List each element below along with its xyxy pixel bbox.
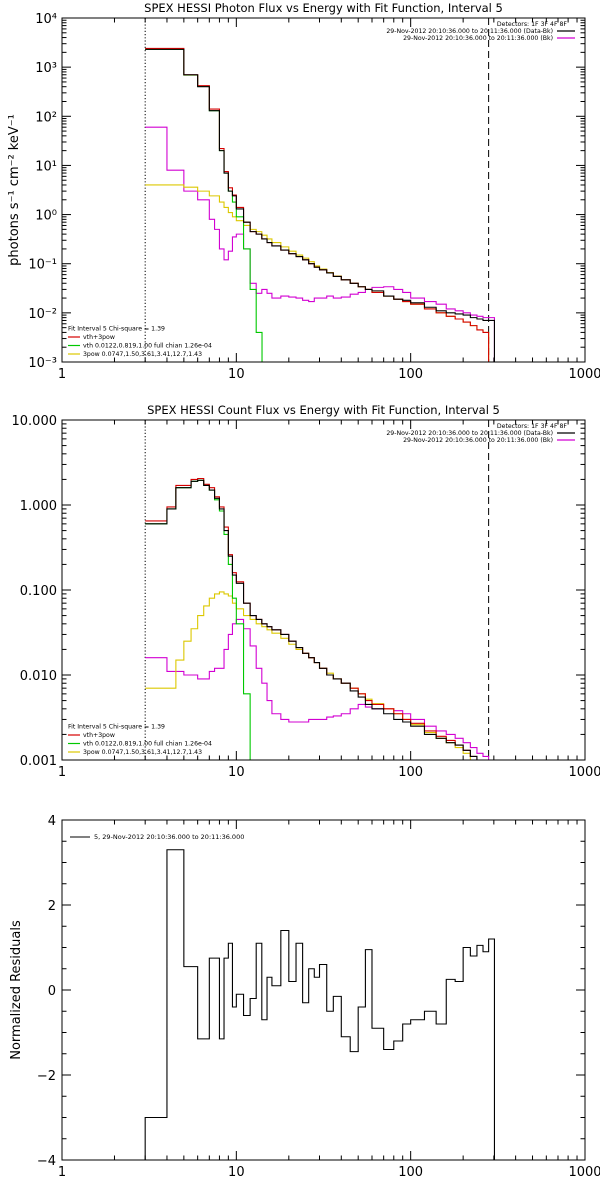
y-tick-label: 4	[48, 814, 56, 829]
plot-frame	[61, 419, 586, 761]
x-tick-label: 1000	[568, 367, 600, 382]
y-tick-label: 10⁻²	[28, 307, 57, 322]
legend-entry: Detectors: 1F 3F 4F 8F	[497, 423, 568, 430]
chart-title: SPEX HESSI Photon Flux vs Energy with Fi…	[144, 1, 503, 15]
series-layer	[144, 849, 495, 1160]
legend-entry: 5, 29-Nov-2012 20:10:36.000 to 20:11:36.…	[94, 833, 244, 841]
legend-entry: Fit Interval 5 Chi-square = 1.39	[68, 326, 165, 333]
y-tick-label: 10⁰	[35, 209, 57, 224]
x-tick-label: 10	[228, 1165, 245, 1180]
y-tick-label: 10.000	[12, 414, 58, 429]
y-tick-label: 10¹	[35, 159, 57, 174]
series-line-5-29-nov-2012-20-10-36-000-to-20-11-36-000	[144, 849, 495, 1160]
legend-entry: vth 0.0122,0.819,1.00 full chian 1.26e-0…	[83, 343, 212, 350]
x-tick-label: 1	[58, 1165, 66, 1180]
photon-flux-plot: SPEX HESSI Photon Flux vs Energy with Fi…	[7, 1, 600, 382]
series-line-data-bk	[145, 48, 495, 362]
y-tick-label: 0.100	[20, 584, 57, 599]
legend-entry: Fit Interval 5 Chi-square = 1.39	[68, 724, 165, 731]
x-tick-label: 10	[228, 367, 245, 382]
y-tick-label: −2	[37, 1069, 56, 1084]
legend-entry: 3pow 0.0747,1.50,3.61,3.41,12.7,1.43	[83, 351, 202, 358]
y-tick-label: 10⁴	[35, 12, 57, 27]
chart-title: SPEX HESSI Count Flux vs Energy with Fit…	[147, 403, 500, 417]
x-tick-label: 1000	[568, 765, 600, 780]
legend-entry: 29-Nov-2012 20:10:36.000 to 20:11:36.000…	[386, 430, 553, 437]
y-tick-label: 2	[48, 899, 56, 914]
y-tick-label: 10³	[35, 61, 57, 76]
legend-entry: vth+3pow	[83, 732, 115, 739]
x-tick-label: 100	[398, 1165, 423, 1180]
series-line-vth-3pow	[145, 47, 495, 362]
series-layer	[145, 47, 495, 362]
legend-entry: 29-Nov-2012 20:10:36.000 to 20:11:36.000…	[386, 28, 553, 35]
x-tick-label: 100	[398, 765, 423, 780]
series-line-vth	[145, 48, 263, 362]
legend-entry: 29-Nov-2012 20:10:36.000 to 20:11:36.000…	[403, 437, 553, 444]
legend-entry: vth+3pow	[83, 334, 115, 341]
y-axis-label: Normalized Residuals	[9, 920, 24, 1060]
x-tick-label: 1	[58, 367, 66, 382]
series-line-bk	[145, 618, 495, 760]
x-tick-label: 1	[58, 765, 66, 780]
series-line-bk	[145, 126, 495, 362]
x-tick-label: 100	[398, 367, 423, 382]
y-tick-label: −4	[37, 1154, 56, 1169]
series-line-3pow	[145, 184, 495, 362]
series-line-data-bk	[145, 479, 495, 760]
x-tick-label: 10	[228, 765, 245, 780]
y-tick-label: 1.000	[20, 499, 57, 514]
y-tick-label: 10⁻³	[28, 356, 57, 371]
legend-entry: 29-Nov-2012 20:10:36.000 to 20:11:36.000…	[403, 35, 553, 42]
legend-entry: 3pow 0.0747,1.50,3.61,3.41,12.7,1.43	[83, 749, 202, 756]
y-tick-label: 0.001	[20, 754, 57, 769]
y-tick-label: 10⁻¹	[28, 258, 57, 273]
series-layer	[145, 477, 495, 760]
y-axis-label: photons s⁻¹ cm⁻² keV⁻¹	[7, 114, 22, 266]
residuals-plot: 1 10 100 1000 −4 −2 0 2 4 Normalized Residuals 5, …	[9, 814, 600, 1180]
plot-frame	[61, 819, 586, 1161]
y-tick-label: 10²	[35, 110, 57, 125]
y-tick-label: 0.010	[20, 669, 57, 684]
series-line-vth	[145, 479, 256, 760]
count-flux-plot: SPEX HESSI Count Flux vs Energy with Fit…	[12, 403, 600, 780]
y-tick-label: 0	[48, 984, 56, 999]
plot-frame	[61, 17, 586, 363]
x-tick-label: 1000	[568, 1165, 600, 1180]
legend-entry: vth 0.0122,0.819,1.00 full chian 1.26e-0…	[83, 741, 212, 748]
legend-entry: Detectors: 1F 3F 4F 8F	[497, 21, 568, 28]
